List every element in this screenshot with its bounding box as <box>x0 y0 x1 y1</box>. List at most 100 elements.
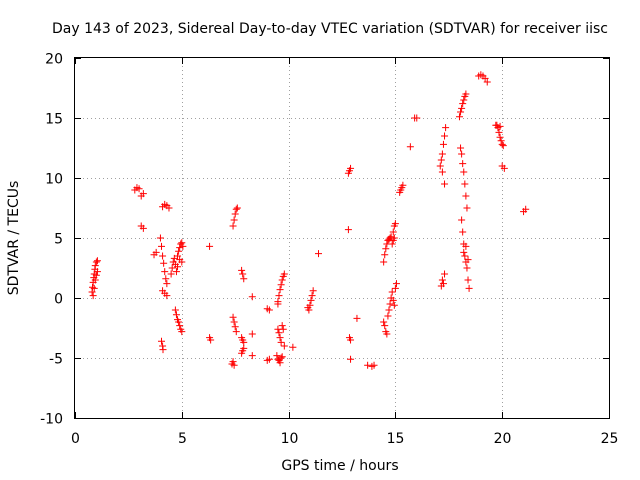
data-point <box>498 140 506 148</box>
data-point <box>406 143 414 151</box>
data-point <box>347 336 355 344</box>
data-point <box>499 142 507 150</box>
x-axis-label: GPS time / hours <box>281 458 398 474</box>
data-point <box>364 361 372 369</box>
data-point <box>280 270 288 278</box>
data-point <box>278 353 286 361</box>
data-point <box>172 311 180 319</box>
data-point <box>496 133 504 141</box>
data-point <box>174 252 182 260</box>
x-tick-label: 20 <box>494 431 512 447</box>
data-point <box>156 234 164 242</box>
data-point <box>176 244 184 252</box>
data-point <box>481 74 489 82</box>
data-point <box>176 322 184 330</box>
data-point <box>91 276 99 284</box>
data-point <box>161 268 169 276</box>
data-point <box>89 283 97 291</box>
data-point <box>483 78 491 86</box>
data-point <box>460 248 468 256</box>
data-point <box>439 140 447 148</box>
chart-title: Day 143 of 2023, Sidereal Day-to-day VTE… <box>52 21 608 37</box>
data-point <box>457 108 465 116</box>
data-point <box>152 248 160 256</box>
x-tick-label: 10 <box>281 431 299 447</box>
y-tick-label: -5 <box>49 352 63 368</box>
data-point <box>232 205 240 213</box>
data-point <box>462 192 470 200</box>
data-point <box>93 268 101 276</box>
data-point <box>462 242 470 250</box>
data-point <box>307 296 315 304</box>
data-point <box>206 242 214 250</box>
x-tick-label: 15 <box>387 431 405 447</box>
data-point <box>273 352 281 360</box>
data-point <box>277 338 285 346</box>
data-point <box>248 330 256 338</box>
data-point <box>459 100 467 108</box>
data-point <box>390 234 398 242</box>
data-point <box>387 233 395 241</box>
data-point <box>306 301 314 309</box>
data-point <box>238 266 246 274</box>
data-point <box>139 190 147 198</box>
data-point <box>163 280 171 288</box>
data-point <box>158 242 166 250</box>
data-point <box>275 292 283 300</box>
data-point <box>385 306 393 314</box>
data-point <box>89 292 97 300</box>
x-tick-label: 25 <box>601 431 619 447</box>
data-point <box>462 90 470 98</box>
data-point <box>240 344 248 352</box>
data-point <box>353 314 361 322</box>
data-point <box>500 164 508 172</box>
data-point <box>207 336 215 344</box>
data-point <box>464 256 472 264</box>
grid-lines <box>75 58 609 418</box>
data-point <box>179 242 187 250</box>
data-point <box>163 292 171 300</box>
data-point <box>171 306 179 314</box>
data-point <box>175 247 183 255</box>
data-point <box>231 323 239 331</box>
data-point <box>265 355 273 363</box>
data-point <box>178 239 186 247</box>
data-point <box>315 250 323 258</box>
data-point <box>229 222 237 230</box>
data-point <box>275 329 283 337</box>
data-point <box>380 258 388 266</box>
data-point <box>383 330 391 338</box>
data-point <box>92 258 100 266</box>
data-point <box>92 271 100 279</box>
data-point <box>441 180 449 188</box>
data-point <box>436 162 444 170</box>
data-point <box>458 150 466 158</box>
data-point <box>240 338 248 346</box>
data-point <box>165 204 173 212</box>
y-tick-label: -10 <box>40 412 63 428</box>
data-point <box>461 180 469 188</box>
data-point <box>160 259 168 267</box>
data-point <box>381 251 389 259</box>
data-point <box>276 359 284 367</box>
data-point <box>497 137 505 145</box>
data-point <box>231 210 239 218</box>
data-point <box>139 224 147 232</box>
data-point <box>229 358 237 366</box>
data-point <box>458 104 466 112</box>
y-tick-label: 20 <box>45 52 63 68</box>
data-point <box>389 296 397 304</box>
data-point <box>437 156 445 164</box>
data-point <box>465 284 473 292</box>
data-point <box>460 168 468 176</box>
data-point <box>495 128 503 136</box>
data-point <box>308 292 316 300</box>
data-point <box>162 275 170 283</box>
data-point <box>178 258 186 266</box>
data-point <box>158 337 166 345</box>
data-point <box>305 306 313 314</box>
data-point <box>455 113 463 121</box>
data-point <box>386 300 394 308</box>
data-point <box>90 284 98 292</box>
